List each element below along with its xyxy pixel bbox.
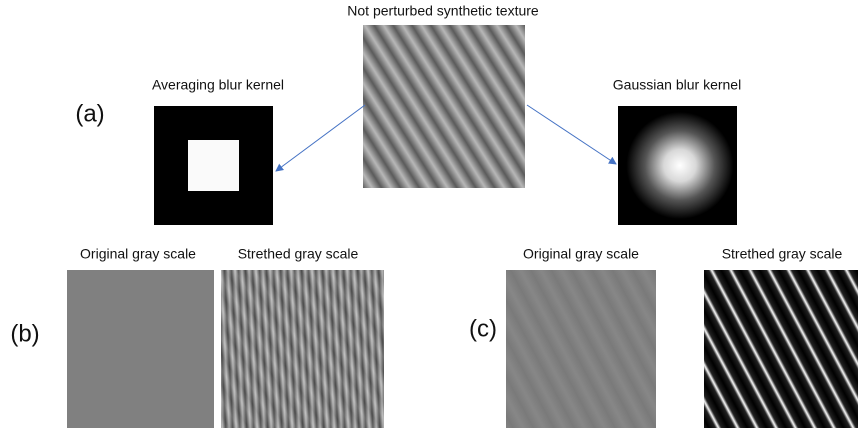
caption: Averaging blur kernel xyxy=(152,77,284,93)
title: Not perturbed synthetic texture xyxy=(347,3,539,19)
caption: Original gray scale xyxy=(80,246,196,262)
image-overlay xyxy=(221,270,384,428)
gaussian-kernel xyxy=(618,106,737,225)
figure: Not perturbed synthetic texture (a) Aver… xyxy=(0,0,859,431)
panel-label: (a) xyxy=(75,100,104,127)
image xyxy=(67,270,214,428)
kernel-center xyxy=(188,140,239,191)
texture-image xyxy=(363,25,525,188)
caption: Strethed gray scale xyxy=(722,246,843,262)
image xyxy=(506,270,656,428)
arrow xyxy=(276,105,365,171)
caption: Gaussian blur kernel xyxy=(613,77,741,93)
caption: Original gray scale xyxy=(523,246,639,262)
caption: Strethed gray scale xyxy=(238,246,359,262)
panel-label: (c) xyxy=(469,315,497,342)
panel-label: (b) xyxy=(10,320,39,347)
arrow xyxy=(527,105,616,164)
image xyxy=(704,270,858,428)
